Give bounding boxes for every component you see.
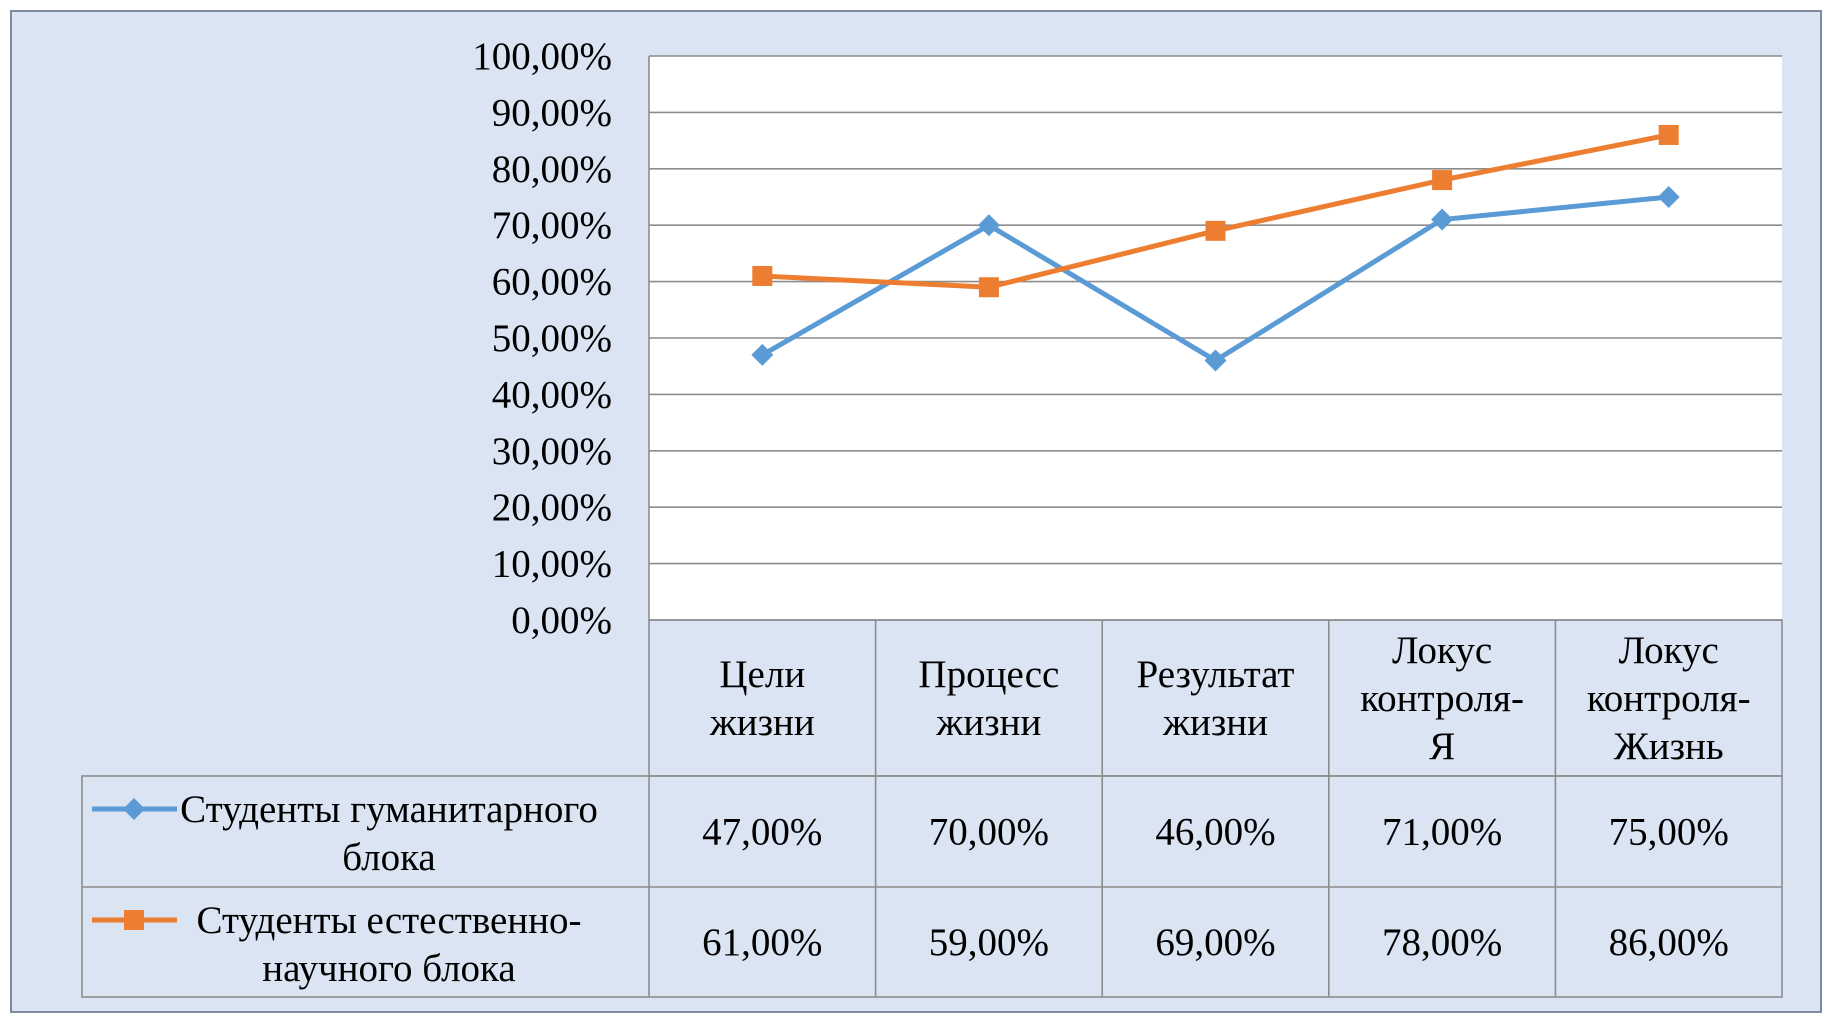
table-value-cell: 69,00% xyxy=(1155,921,1275,964)
y-tick-label: 90,00% xyxy=(492,91,612,134)
table-value-cell: 71,00% xyxy=(1382,811,1502,854)
table-value-cell: 46,00% xyxy=(1155,811,1275,854)
category-label-4-line-1: контроля- xyxy=(1587,677,1751,720)
y-tick-label: 70,00% xyxy=(492,204,612,247)
series-0-point xyxy=(1657,186,1680,208)
series-1-point xyxy=(1432,170,1453,191)
y-tick-label: 30,00% xyxy=(492,430,612,473)
y-tick-label: 50,00% xyxy=(492,317,612,360)
series-1-point xyxy=(1658,124,1679,145)
y-tick-label: 80,00% xyxy=(492,148,612,191)
series-1-point xyxy=(752,265,773,286)
y-tick-label: 60,00% xyxy=(492,261,612,304)
y-tick-label: 20,00% xyxy=(492,486,612,529)
y-tick-label: 100,00% xyxy=(472,35,612,78)
series-0-point xyxy=(1204,349,1227,372)
category-label-2-line-0: Результат xyxy=(1137,653,1295,696)
category-label-0-line-0: Цели xyxy=(719,653,805,696)
table-value-cell: 61,00% xyxy=(702,921,822,964)
category-label-3-line-1: контроля- xyxy=(1360,677,1524,720)
series-0-point xyxy=(751,343,774,366)
category-label-4-line-2: Жизнь xyxy=(1614,725,1724,768)
category-label-3-line-2: Я xyxy=(1429,725,1455,768)
table-value-cell: 59,00% xyxy=(929,921,1049,964)
category-label-3-line-0: Локус xyxy=(1392,629,1492,672)
table-value-cell: 47,00% xyxy=(702,811,822,854)
y-tick-label: 0,00% xyxy=(511,599,612,642)
category-label-0-line-1: жизни xyxy=(709,701,815,744)
category-label-2-line-1: жизни xyxy=(1162,701,1268,744)
table-value-cell: 75,00% xyxy=(1609,811,1729,854)
category-label-1-line-0: Процесс xyxy=(918,653,1059,696)
table-value-cell: 70,00% xyxy=(929,811,1049,854)
category-label-1-line-1: жизни xyxy=(935,701,1041,744)
legend-label-0-line-0: Студенты гуманитарного xyxy=(180,788,598,831)
legend-label-1-line-0: Студенты естественно- xyxy=(196,899,581,942)
y-tick-label: 10,00% xyxy=(492,543,612,586)
category-label-4-line-0: Локус xyxy=(1619,629,1719,672)
series-0-point xyxy=(977,214,1000,237)
legend-key-marker-0 xyxy=(123,798,145,820)
series-0-point xyxy=(1431,208,1454,231)
series-1-point xyxy=(978,277,999,298)
legend-label-1-line-1: научного блока xyxy=(262,947,515,990)
series-1-point xyxy=(1205,220,1226,241)
table-value-cell: 86,00% xyxy=(1609,921,1729,964)
y-tick-label: 40,00% xyxy=(492,373,612,416)
table-value-cell: 78,00% xyxy=(1382,921,1502,964)
legend-label-0-line-1: блока xyxy=(342,836,436,879)
legend-key-marker-1 xyxy=(124,910,144,930)
